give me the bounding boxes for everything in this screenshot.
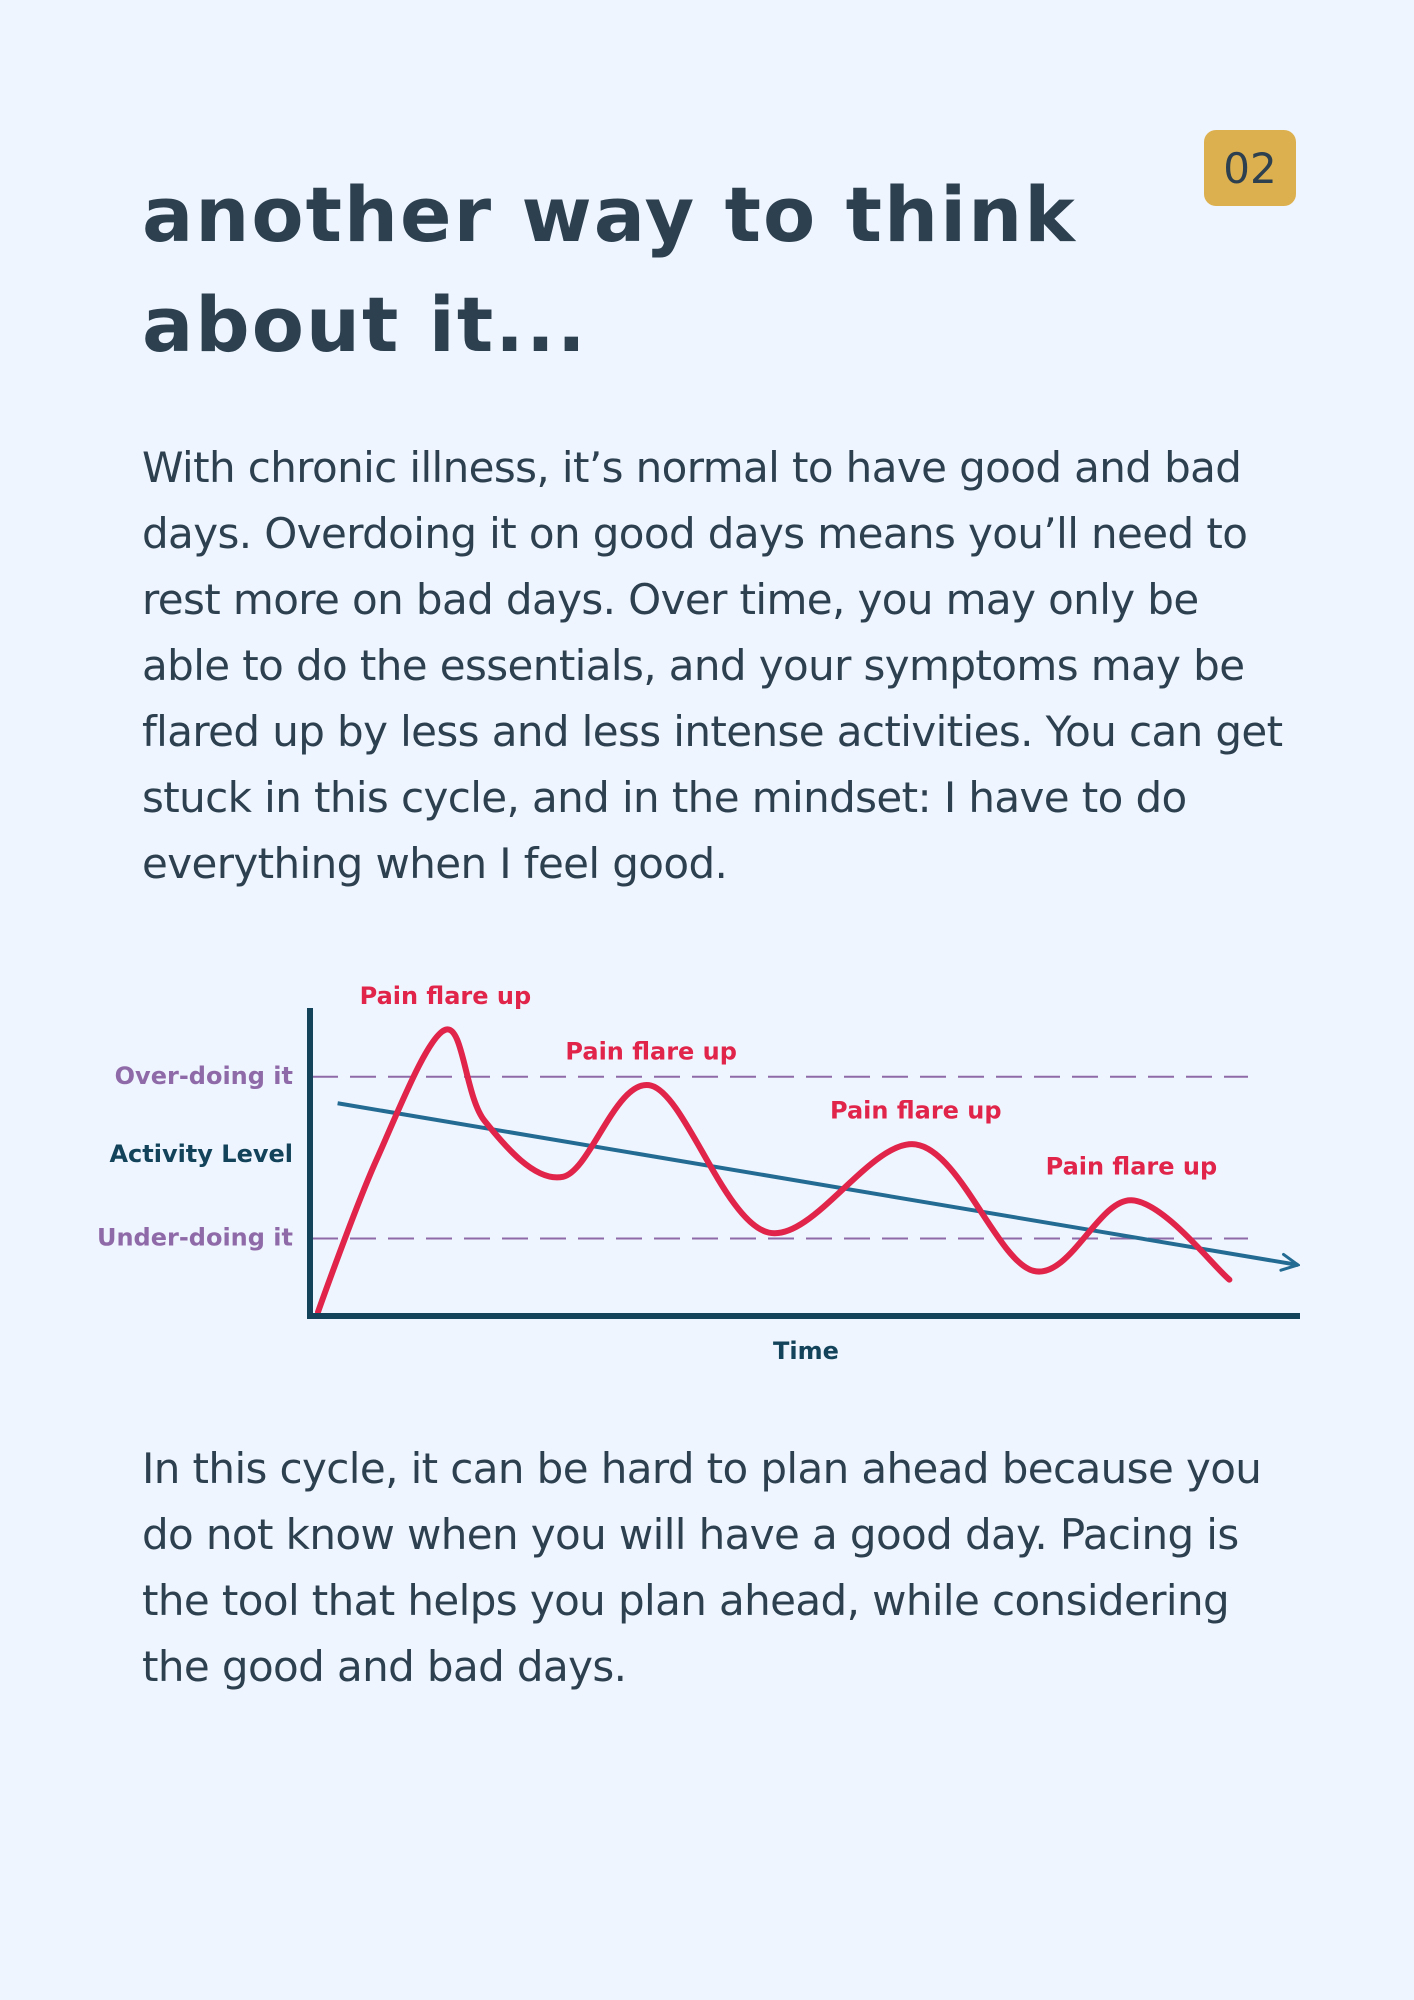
- title-line-2: about it...: [142, 280, 588, 369]
- under-doing-label: Under-doing it: [97, 1224, 293, 1252]
- paragraph-line: In this cycle, it can be hard to plan ah…: [142, 1444, 1262, 1493]
- paragraph-line: the tool that helps you plan ahead, whil…: [142, 1576, 1230, 1625]
- activity-cycle-chart: Over-doing it Under-doing it Activity Le…: [97, 982, 1414, 1365]
- paragraph-line: everything when I feel good.: [142, 839, 728, 888]
- y-axis-label: Activity Level: [109, 1140, 293, 1168]
- paragraph-line: flared up by less and less intense activ…: [142, 707, 1283, 756]
- pain-flare-label: Pain flare up: [830, 1096, 1002, 1124]
- title-line-1: another way to think: [142, 170, 1077, 259]
- paragraph-line: do not know when you will have a good da…: [142, 1510, 1239, 1559]
- paragraph-line: able to do the essentials, and your symp…: [142, 641, 1245, 690]
- chart-axes: [307, 1008, 1300, 1319]
- activity-level-line: [315, 1026, 1233, 1315]
- paragraph-line: the good and bad days.: [142, 1642, 627, 1691]
- page-title: another way to think about it...: [142, 160, 1102, 380]
- pain-flare-label: Pain flare up: [565, 1038, 737, 1066]
- pain-flare-label: Pain flare up: [360, 982, 532, 1010]
- paragraph-line: rest more on bad days. Over time, you ma…: [142, 575, 1199, 624]
- page-number-badge: 02: [1204, 130, 1296, 206]
- paragraph-line: stuck in this cycle, and in the mindset:…: [142, 773, 1187, 822]
- closing-paragraph: In this cycle, it can be hard to plan ah…: [142, 1436, 1292, 1700]
- x-axis-label: Time: [773, 1337, 839, 1365]
- paragraph-line: days. Overdoing it on good days means yo…: [142, 509, 1248, 558]
- intro-paragraph: With chronic illness, it’s normal to hav…: [142, 435, 1292, 897]
- over-doing-label: Over-doing it: [115, 1062, 293, 1090]
- pain-flare-label: Pain flare up: [1046, 1152, 1218, 1180]
- paragraph-line: With chronic illness, it’s normal to hav…: [142, 443, 1242, 492]
- trend-line: [337, 1101, 1298, 1265]
